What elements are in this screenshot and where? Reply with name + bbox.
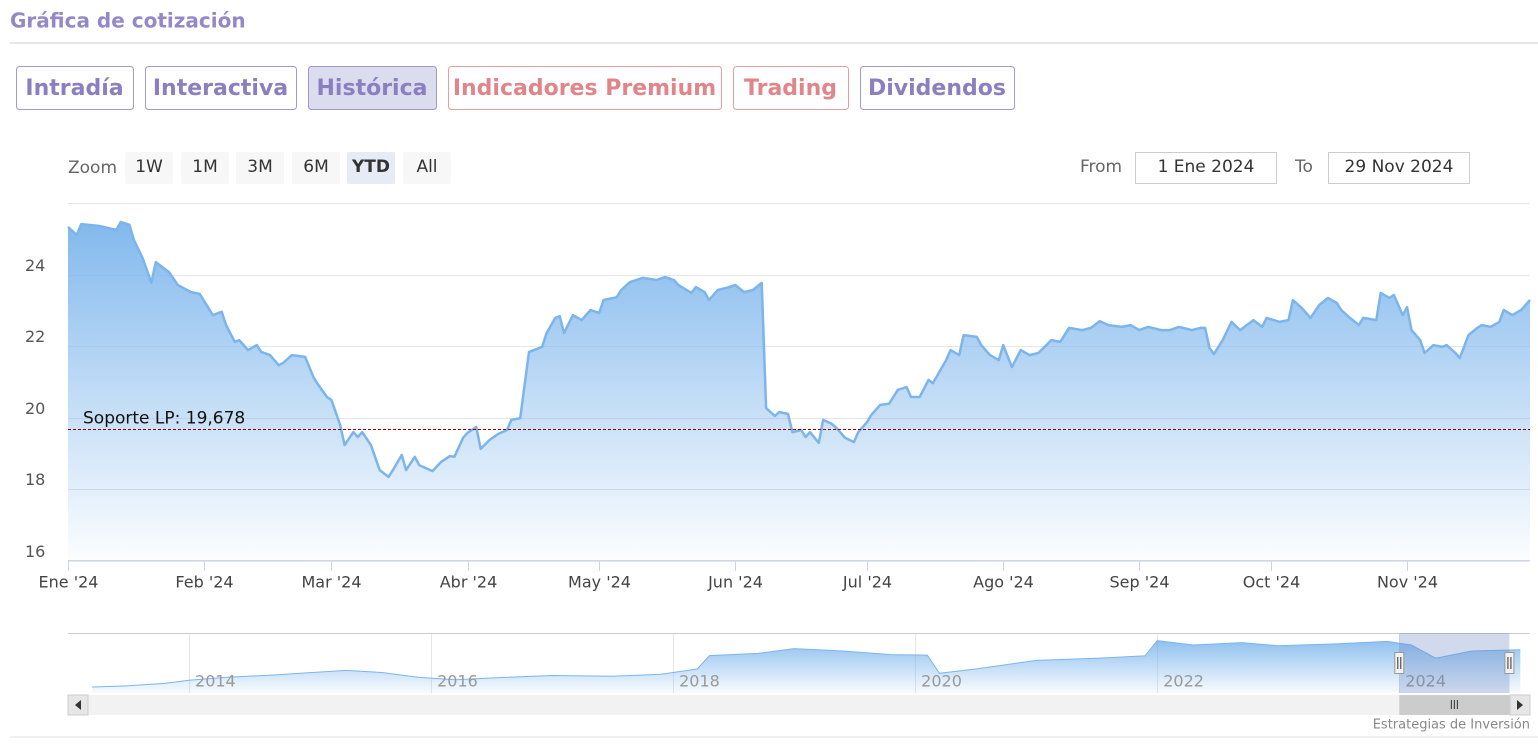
zoom-box[interactable] xyxy=(292,152,340,184)
zoom-box[interactable] xyxy=(347,152,395,184)
handle-box[interactable] xyxy=(1394,652,1405,674)
tab-button[interactable]: Histórica xyxy=(308,66,437,110)
navigator-tick-label: 2022 xyxy=(1163,672,1204,691)
from-value[interactable]: 1 Ene 2024 xyxy=(1158,157,1255,177)
navigator-handle[interactable] xyxy=(1394,652,1405,674)
zoom-button[interactable]: 3M xyxy=(236,152,284,184)
tab-button[interactable]: Indicadores Premium xyxy=(448,66,722,110)
navigator-handle[interactable] xyxy=(1504,652,1515,674)
zoom-text[interactable]: YTD xyxy=(351,157,390,177)
x-tick-label: Nov '24 xyxy=(1377,573,1438,592)
tab-button[interactable]: Trading xyxy=(733,66,849,110)
y-tick-label: 22 xyxy=(25,327,45,346)
navigator-tick-label: 2024 xyxy=(1405,672,1446,691)
to-input[interactable] xyxy=(1328,152,1470,184)
tab-label[interactable]: Histórica xyxy=(317,76,428,101)
y-tick-label: 16 xyxy=(25,542,45,561)
x-tick-label: Ago '24 xyxy=(973,573,1034,592)
x-tick-label: Abr '24 xyxy=(440,573,498,592)
x-tick-label: Ene '24 xyxy=(39,573,99,592)
tab-box[interactable] xyxy=(145,66,297,110)
tab-box[interactable] xyxy=(733,66,849,110)
handle-box[interactable] xyxy=(1504,652,1515,674)
zoom-label: Zoom xyxy=(68,158,117,178)
x-tick-label: Mar '24 xyxy=(301,573,361,592)
navigator-line xyxy=(92,640,1521,688)
tab-label[interactable]: Interactiva xyxy=(153,76,288,101)
scroll-left-arrow xyxy=(75,700,81,710)
zoom-button[interactable]: 1M xyxy=(181,152,229,184)
tab-label[interactable]: Intradía xyxy=(25,76,123,101)
navigator-tick-label: 2018 xyxy=(679,672,720,691)
tab-label[interactable]: Dividendos xyxy=(868,76,1006,101)
support-label: Soporte LP: 19,678 xyxy=(83,409,245,429)
navigator-tick-label: 2016 xyxy=(437,672,478,691)
zoom-button[interactable]: YTD xyxy=(347,152,395,184)
to-label: To xyxy=(1294,157,1313,177)
zoom-text[interactable]: 6M xyxy=(303,157,328,177)
zoom-box[interactable] xyxy=(181,152,229,184)
zoom-button[interactable]: 1W xyxy=(125,152,173,184)
zoom-box[interactable] xyxy=(125,152,173,184)
zoom-text[interactable]: All xyxy=(416,157,437,177)
tab-label[interactable]: Indicadores Premium xyxy=(453,76,716,101)
x-tick-label: Jul '24 xyxy=(842,573,892,592)
tab-box[interactable] xyxy=(860,66,1015,110)
tab-button[interactable]: Dividendos xyxy=(860,66,1015,110)
zoom-text[interactable]: 3M xyxy=(247,157,272,177)
tab-button[interactable]: Intradía xyxy=(16,66,134,110)
scrollbar-track xyxy=(68,695,1530,715)
zoom-text[interactable]: 1W xyxy=(135,157,163,177)
zoom-button[interactable]: 6M xyxy=(292,152,340,184)
x-tick-label: Sep '24 xyxy=(1110,573,1170,592)
tab-box[interactable] xyxy=(448,66,722,110)
tab-box[interactable] xyxy=(16,66,134,110)
y-tick-label: 18 xyxy=(25,470,45,489)
x-tick-label: Jun '24 xyxy=(707,573,763,592)
y-tick-label: 20 xyxy=(25,399,45,418)
page-title: Gráfica de cotización xyxy=(10,9,246,33)
zoom-box[interactable] xyxy=(236,152,284,184)
navigator-tick-label: 2014 xyxy=(195,672,236,691)
from-label: From xyxy=(1080,157,1122,177)
navigator-area xyxy=(92,640,1521,693)
zoom-text[interactable]: 1M xyxy=(192,157,217,177)
navigator-tick-label: 2020 xyxy=(921,672,962,691)
scroll-right-arrow xyxy=(1517,700,1523,710)
tab-button[interactable]: Interactiva xyxy=(145,66,297,110)
price-line xyxy=(67,220,1531,479)
x-tick-label: Feb '24 xyxy=(175,573,233,592)
tab-label[interactable]: Trading xyxy=(744,76,837,101)
tab-box[interactable] xyxy=(308,66,437,110)
y-tick-label: 24 xyxy=(25,256,45,275)
navigator-mask xyxy=(1399,633,1510,693)
zoom-box[interactable] xyxy=(403,152,451,184)
credit: Estrategias de Inversión xyxy=(1373,718,1530,733)
from-input[interactable] xyxy=(1135,152,1277,184)
area-fill xyxy=(68,222,1530,561)
x-tick-label: Oct '24 xyxy=(1243,573,1301,592)
zoom-button[interactable]: All xyxy=(403,152,451,184)
to-value[interactable]: 29 Nov 2024 xyxy=(1345,157,1454,177)
x-tick-label: May '24 xyxy=(568,573,631,592)
